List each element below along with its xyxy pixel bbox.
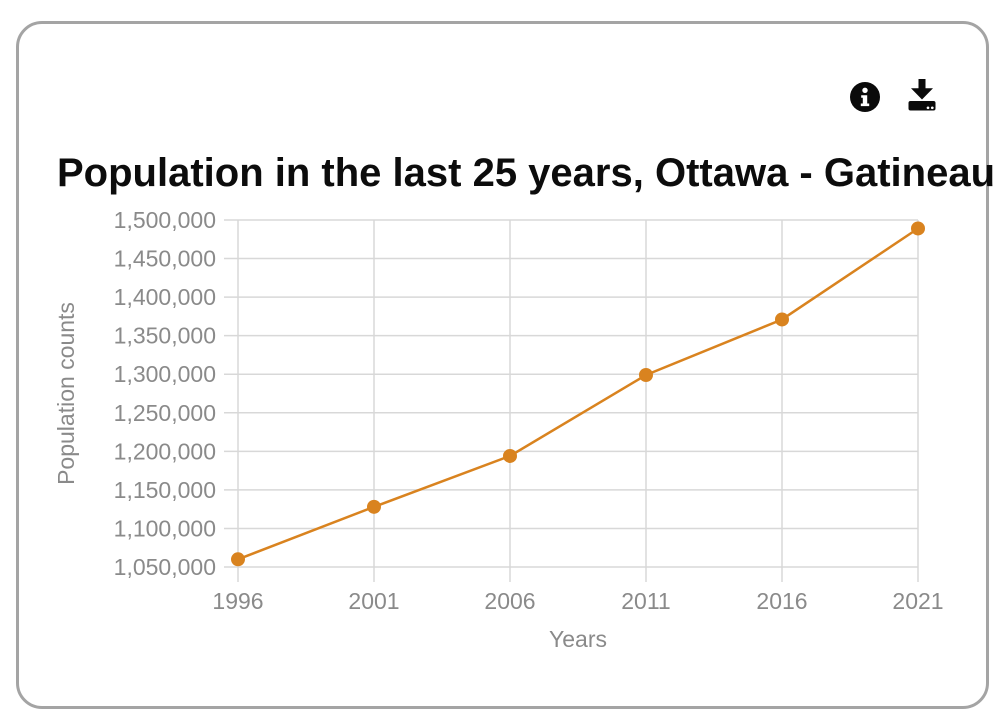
- y-tick-label: 1,200,000: [114, 438, 216, 464]
- data-point[interactable]: [231, 552, 245, 567]
- x-tick-label: 2021: [892, 588, 943, 614]
- y-tick-label: 1,250,000: [114, 400, 216, 426]
- download-button[interactable]: [903, 78, 941, 113]
- x-tick-label: 2001: [348, 588, 399, 614]
- population-line-chart: 1,050,000 1,100,000 1,150,000 1,200,000 1,25…: [53, 207, 944, 652]
- x-tick-label: 2016: [756, 588, 807, 614]
- data-point[interactable]: [639, 367, 653, 382]
- data-point[interactable]: [367, 499, 381, 514]
- y-tick-label: 1,450,000: [114, 246, 216, 272]
- data-point[interactable]: [503, 448, 517, 463]
- x-tick-label: 1996: [212, 588, 263, 614]
- y-tick-label: 1,500,000: [114, 207, 216, 233]
- data-point[interactable]: [775, 312, 789, 327]
- y-tick-label: 1,350,000: [114, 323, 216, 349]
- x-tick-label: 2006: [484, 588, 535, 614]
- y-axis-title: Population counts: [53, 302, 79, 485]
- chart-title: Population in the last 25 years, Ottawa …: [57, 151, 996, 195]
- download-icon: [903, 79, 941, 116]
- info-icon: [849, 82, 881, 116]
- data-point[interactable]: [911, 221, 925, 236]
- y-tick-label: 1,100,000: [114, 515, 216, 541]
- y-tick-label: 1,400,000: [114, 284, 216, 310]
- chart-card: Population in the last 25 years, Ottawa …: [16, 21, 995, 709]
- series-line: [237, 227, 919, 561]
- info-button[interactable]: [849, 81, 881, 113]
- y-tick-label: 1,150,000: [114, 477, 216, 503]
- x-tick-label: 2011: [621, 588, 670, 614]
- y-tick-label: 1,300,000: [114, 361, 216, 387]
- x-axis-title: Years: [549, 626, 607, 652]
- y-tick-label: 1,050,000: [114, 554, 216, 580]
